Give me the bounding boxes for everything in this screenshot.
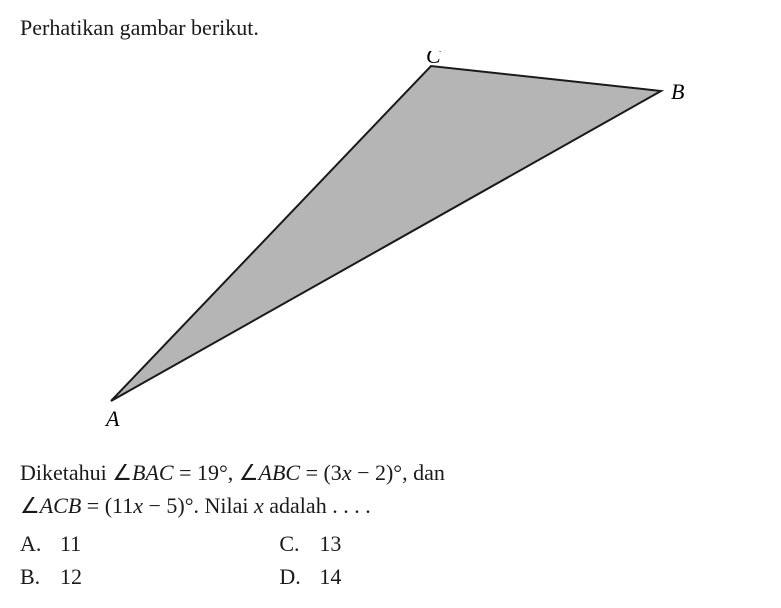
abc-label: ABC — [259, 460, 301, 485]
option-c-value: 13 — [319, 527, 341, 560]
option-d-letter: D. — [279, 560, 304, 593]
acb-eq-end: − 5)°. Nilai — [143, 493, 254, 518]
option-a-value: 11 — [60, 527, 81, 560]
option-d-value: 14 — [319, 560, 341, 593]
option-a: A. 11 — [20, 527, 279, 560]
option-c-letter: C. — [279, 527, 304, 560]
triangle-shape — [111, 66, 661, 401]
angle-symbol-abc: ∠ — [239, 460, 259, 485]
option-b: B. 12 — [20, 560, 279, 593]
triangle-diagram: A B C — [20, 51, 761, 441]
answer-options: A. 11 C. 13 B. 12 D. 14 — [20, 527, 539, 593]
acb-eq-start: = (11 — [81, 493, 133, 518]
question-intro: Perhatikan gambar berikut. — [20, 15, 761, 41]
given-info: Diketahui ∠BAC = 19°, ∠ABC = (3x − 2)°, … — [20, 456, 761, 522]
vertex-label-c: C — [426, 51, 441, 68]
acb-label: ACB — [40, 493, 82, 518]
option-c: C. 13 — [279, 527, 538, 560]
triangle-svg: A B C — [81, 51, 701, 441]
angle-symbol-acb: ∠ — [20, 493, 40, 518]
bac-label: BAC — [132, 460, 174, 485]
abc-eq-end: − 2)°, dan — [352, 460, 445, 485]
abc-variable: x — [342, 460, 352, 485]
vertex-label-b: B — [671, 79, 684, 104]
option-d: D. 14 — [279, 560, 538, 593]
option-b-letter: B. — [20, 560, 45, 593]
bac-value: = 19°, — [174, 460, 239, 485]
given-prefix: Diketahui — [20, 460, 112, 485]
option-a-letter: A. — [20, 527, 45, 560]
nilai-end: adalah . . . . — [264, 493, 371, 518]
option-b-value: 12 — [60, 560, 82, 593]
nilai-variable: x — [254, 493, 264, 518]
acb-variable: x — [133, 493, 143, 518]
abc-eq-start: = (3 — [300, 460, 342, 485]
vertex-label-a: A — [104, 406, 120, 431]
angle-symbol-bac: ∠ — [112, 460, 132, 485]
